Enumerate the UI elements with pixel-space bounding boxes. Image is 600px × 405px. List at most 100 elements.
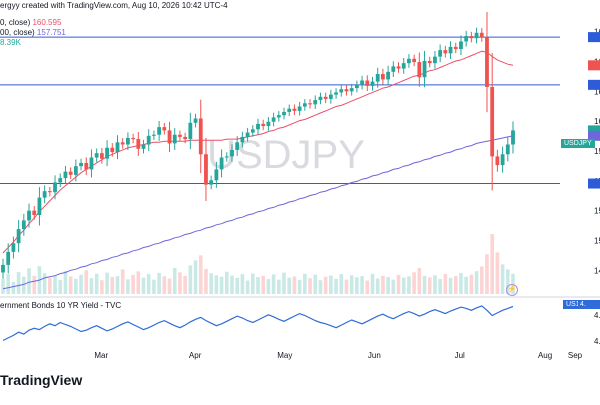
candle-body bbox=[401, 63, 406, 69]
candle-body bbox=[167, 130, 172, 144]
candle-body bbox=[427, 60, 432, 64]
volume-bar bbox=[214, 275, 219, 294]
time-tick-label: May bbox=[277, 351, 292, 360]
candle-body bbox=[354, 84, 359, 89]
candle-body bbox=[1, 264, 5, 273]
chart-header-credit: ergyy created with TradingView.com, Aug … bbox=[0, 1, 228, 10]
volume-bar bbox=[381, 275, 385, 294]
candle-body bbox=[318, 96, 323, 101]
volume-bar bbox=[261, 275, 266, 294]
volume-bar bbox=[235, 277, 239, 294]
ma-slow-label: 00, close) bbox=[0, 28, 35, 37]
candle-body bbox=[370, 81, 375, 86]
candle-body bbox=[391, 66, 396, 72]
volume-bar bbox=[110, 277, 115, 294]
volume-bar bbox=[422, 275, 427, 294]
volume-bar bbox=[355, 277, 359, 294]
candle-body bbox=[6, 251, 11, 265]
candle-body bbox=[412, 58, 417, 63]
volume-bar bbox=[172, 267, 177, 294]
candle-body bbox=[245, 132, 250, 137]
candle-body bbox=[214, 169, 219, 181]
volume-bar bbox=[256, 277, 260, 294]
candle-body bbox=[334, 92, 338, 95]
tradingview-logo: TradingView bbox=[0, 372, 83, 388]
volume-value: 8.39K bbox=[0, 38, 21, 47]
volume-bar bbox=[16, 272, 21, 294]
volume-bar bbox=[375, 278, 380, 294]
candle-body bbox=[120, 142, 125, 145]
volume-bar bbox=[334, 278, 338, 294]
alert-icon[interactable]: ⚡ bbox=[506, 284, 518, 296]
candle-body bbox=[219, 157, 224, 170]
volume-bar bbox=[271, 274, 276, 294]
volume-bar bbox=[396, 274, 401, 294]
time-axis: Mar Apr May Jun Jul Aug Sep bbox=[94, 351, 582, 360]
us10y-line bbox=[2, 305, 514, 342]
volume-bar bbox=[68, 276, 73, 294]
candle-body bbox=[146, 135, 151, 145]
candle-body bbox=[16, 229, 21, 244]
volume-bar bbox=[245, 280, 250, 294]
bond-yield-pane: 4. 4. bbox=[2, 305, 600, 346]
volume-bar bbox=[105, 272, 109, 294]
ma-slow-tag bbox=[588, 130, 600, 141]
candle-body bbox=[407, 58, 411, 64]
time-tick-label: Jun bbox=[368, 351, 381, 360]
volume-bar bbox=[277, 279, 281, 294]
time-tick-label: Sep bbox=[568, 351, 583, 360]
volume-bar bbox=[308, 278, 312, 294]
candle-body bbox=[136, 139, 141, 149]
ma-fast-legend: 0, close) 160.595 bbox=[0, 18, 61, 27]
volume-bar bbox=[318, 280, 323, 294]
volume-bar bbox=[146, 274, 151, 294]
candle-body bbox=[339, 89, 344, 93]
volume-bar bbox=[344, 279, 349, 294]
candle-body bbox=[42, 191, 47, 198]
candle-body bbox=[469, 36, 474, 39]
volume-bar bbox=[448, 277, 453, 294]
bond-pane-label: ernment Bonds 10 YR Yield - TVC bbox=[0, 301, 122, 310]
volume-bar bbox=[323, 276, 328, 294]
volume-bar bbox=[485, 254, 489, 294]
candle-body bbox=[308, 103, 312, 105]
candle-body bbox=[27, 210, 31, 221]
volume-bar bbox=[469, 274, 474, 294]
volume-bar bbox=[386, 277, 390, 294]
candle-body bbox=[292, 108, 297, 111]
volume-bar bbox=[297, 279, 302, 294]
candle-body bbox=[396, 66, 401, 69]
volume-bar bbox=[490, 234, 494, 294]
volume-bar bbox=[303, 273, 307, 294]
candle-body bbox=[511, 130, 515, 145]
price-tick-label: 15 bbox=[594, 236, 600, 245]
volume-bar bbox=[188, 265, 193, 294]
volume-bar bbox=[6, 274, 11, 294]
candle-body bbox=[349, 88, 354, 92]
candle-body bbox=[21, 220, 26, 230]
candle-body bbox=[505, 144, 510, 155]
candle-body bbox=[448, 46, 453, 54]
volume-bar bbox=[401, 277, 406, 294]
ma-slow-value: 157.751 bbox=[36, 28, 66, 37]
volume-bar bbox=[22, 276, 26, 294]
volume-bar bbox=[433, 275, 437, 294]
candle-body bbox=[141, 144, 146, 149]
volume-bar bbox=[11, 282, 16, 294]
candle-body bbox=[261, 123, 266, 127]
candle-body bbox=[99, 153, 104, 159]
volume-bar bbox=[391, 279, 396, 294]
volume-bar bbox=[479, 266, 484, 294]
volume-bar bbox=[266, 279, 271, 294]
candle-body bbox=[94, 153, 99, 158]
candle-body bbox=[417, 62, 422, 78]
candle-body bbox=[230, 149, 234, 157]
candle-body bbox=[204, 154, 208, 185]
candle-body bbox=[386, 71, 391, 80]
symbol-tag-main: USDJPY bbox=[561, 139, 595, 148]
candle-body bbox=[73, 166, 78, 175]
volume-bar bbox=[79, 274, 83, 294]
candle-body bbox=[157, 127, 162, 135]
candle-body bbox=[224, 156, 229, 158]
